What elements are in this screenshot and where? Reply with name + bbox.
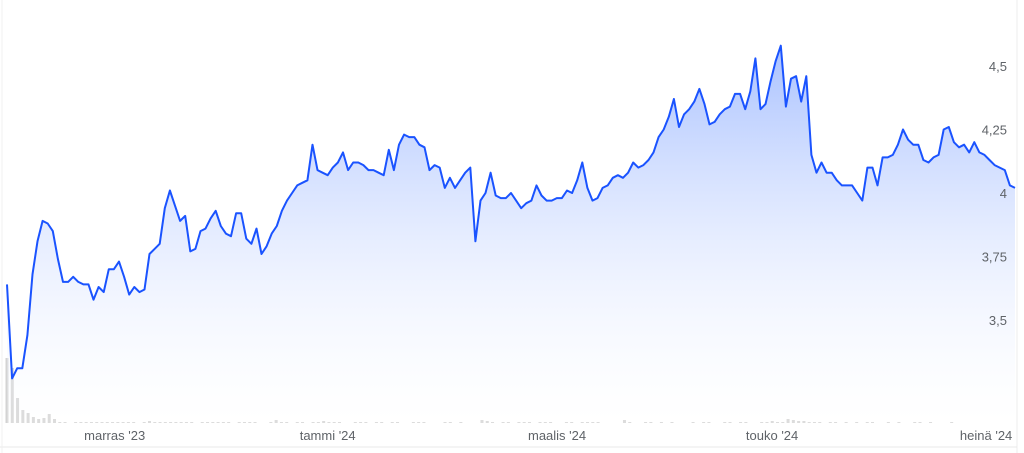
y-axis: 4,5 4,25 4 3,75 3,5 <box>982 59 1007 328</box>
price-area-fill <box>7 45 1015 423</box>
y-tick-label: 4,5 <box>989 59 1007 74</box>
x-axis: marras '23 tammi '24 maalis '24 touko '24 he… <box>84 428 1012 443</box>
y-tick-label: 3,75 <box>982 250 1007 265</box>
x-tick-label: maalis '24 <box>528 428 586 443</box>
y-tick-label: 4,25 <box>982 123 1007 138</box>
y-tick-label: 4 <box>1000 186 1007 201</box>
x-tick-label: heinä '24 <box>960 428 1012 443</box>
x-tick-label: marras '23 <box>84 428 145 443</box>
price-line <box>6 44 1016 380</box>
x-tick-label: touko '24 <box>746 428 798 443</box>
x-tick-label: tammi '24 <box>300 428 356 443</box>
y-tick-label: 3,5 <box>989 313 1007 328</box>
